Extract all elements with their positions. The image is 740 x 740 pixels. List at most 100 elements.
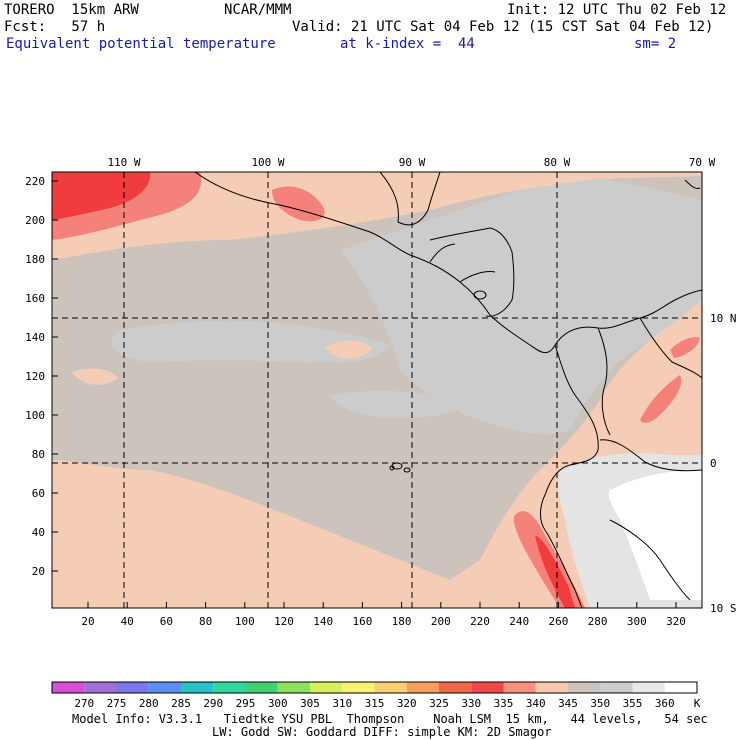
y-tick-label: 160	[25, 292, 45, 305]
x-tick-label: 300	[627, 615, 647, 628]
galapagos-island-3	[389, 465, 395, 471]
colorbar-label: 280	[139, 697, 159, 710]
longitude-label: 90 W	[399, 156, 426, 169]
brazil-peru-border	[609, 519, 691, 601]
colorbar-swatch	[439, 682, 472, 693]
longitude-label: 70 W	[689, 156, 716, 169]
y-tick-label: 100	[25, 409, 45, 422]
colorbar-swatch	[116, 682, 149, 693]
colorbar-label: 285	[171, 697, 191, 710]
latlon-grid	[52, 172, 702, 608]
colorbar-label: 315	[365, 697, 385, 710]
colorbar-swatch	[342, 682, 375, 693]
y-tick-label: 200	[25, 214, 45, 227]
x-axis-ticks: 20 40 60 80 100 120 140 160 180 200 220 240 260 280 30…	[81, 602, 686, 628]
colorbar-label: 335	[494, 697, 514, 710]
colorbar-frame	[51, 681, 698, 694]
colorbar-swatch	[471, 682, 504, 693]
x-tick-label: 180	[392, 615, 412, 628]
x-tick-label: 320	[666, 615, 686, 628]
x-tick-label: 140	[313, 615, 333, 628]
x-tick-label: 220	[470, 615, 490, 628]
colorbar-swatch	[277, 682, 310, 693]
x-tick-label: 260	[548, 615, 568, 628]
init-time: Init: 12 UTC Thu 02 Feb 12	[507, 2, 727, 18]
y-tick-label: 40	[32, 526, 45, 539]
colorbar-label: 340	[526, 697, 546, 710]
colorbar-label: 325	[429, 697, 449, 710]
colorbar-label: 305	[300, 697, 320, 710]
latitude-label: 0	[710, 457, 717, 470]
colorbar-label: 345	[558, 697, 578, 710]
x-tick-label: 20	[81, 615, 94, 628]
theta-e-335-streak-colombia	[640, 375, 682, 423]
latitude-label: 10 S	[710, 602, 737, 615]
model-info-line2: LW: Godd SW: Goddard DIFF: simple KM: 2D…	[212, 725, 552, 739]
ecuador-peru-border	[599, 439, 702, 472]
x-tick-label: 40	[121, 615, 134, 628]
colorbar-swatch	[245, 682, 278, 693]
longitude-label: 80 W	[544, 156, 571, 169]
caribbean-coast	[429, 227, 515, 317]
coastlines	[194, 172, 702, 608]
colorbar-swatch	[374, 682, 407, 693]
field-layer	[52, 172, 702, 608]
colorbar-label: 330	[461, 697, 481, 710]
colorbar-label: 270	[74, 697, 94, 710]
latitude-label: 10 N	[710, 312, 737, 325]
colombia-border	[597, 327, 611, 436]
central-america-border-2	[429, 243, 456, 263]
colorbar-swatch	[664, 682, 697, 693]
theta-e-350-patch-west	[111, 320, 390, 363]
caribbean-island	[684, 179, 701, 189]
latitude-labels: 10 N 0 10 S	[710, 312, 737, 615]
x-tick-label: 200	[431, 615, 451, 628]
y-axis-ticks: 220 200 180 160 140 120 100 80 60 40 20	[25, 175, 58, 578]
y-tick-label: 180	[25, 253, 45, 266]
longitude-label: 110 W	[107, 156, 140, 169]
colorbar-label: 360	[655, 697, 675, 710]
lake-nicaragua	[473, 290, 487, 300]
x-tick-label: 120	[274, 615, 294, 628]
colorbar-label: 300	[268, 697, 288, 710]
longitude-labels: 110 W 100 W 90 W 80 W 70 W	[107, 156, 715, 169]
theta-e-360-region	[608, 470, 702, 600]
colorbar-unit: K	[694, 697, 701, 710]
colorbar-swatch	[181, 682, 214, 693]
colorbar-swatch	[632, 682, 665, 693]
x-tick-label: 80	[199, 615, 212, 628]
theta-e-330-region-nw	[52, 172, 151, 220]
y-tick-label: 220	[25, 175, 45, 188]
model-name: TORERO 15km ARW	[4, 2, 139, 18]
center-name: NCAR/MMM	[224, 2, 292, 18]
south-america-west-coast	[540, 344, 599, 608]
colorbar-swatch	[535, 682, 568, 693]
theta-e-335-streak-venezuela	[670, 337, 700, 358]
central-america-border-1	[459, 271, 496, 283]
theta-e-350-band	[340, 178, 702, 435]
y-tick-label: 120	[25, 370, 45, 383]
colorbar-swatch	[148, 682, 181, 693]
colorbar-swatch	[52, 682, 85, 693]
x-tick-label: 60	[160, 615, 173, 628]
y-tick-label: 80	[32, 448, 45, 461]
map-frame	[51, 171, 703, 609]
model-info-line1: Model Info: V3.3.1 Tiedtke YSU PBL Thomp…	[72, 712, 708, 726]
colorbar-swatch	[568, 682, 601, 693]
field-name: Equivalent potential temperature	[6, 36, 276, 52]
colorbar-label: 320	[397, 697, 417, 710]
colorbar-swatch	[213, 682, 246, 693]
valid-time: Valid: 21 UTC Sat 04 Feb 12 (15 CST Sat …	[292, 19, 714, 35]
theta-e-340-patch	[325, 340, 372, 359]
colorbar-label: 350	[590, 697, 610, 710]
colorbar-swatch	[503, 682, 536, 693]
forecast-hour: Fcst: 57 h	[4, 19, 106, 35]
theta-e-335-patch-mexico	[272, 186, 325, 222]
colorbar-swatch	[310, 682, 343, 693]
y-tick-label: 140	[25, 331, 45, 344]
colorbar: 270 275 280 285 290 295 300 305 310 315 320 325 330 3…	[51, 681, 701, 710]
colorbar-swatch	[84, 682, 117, 693]
theta-e-330-strip-peru	[535, 535, 575, 608]
colorbar-label: 295	[236, 697, 256, 710]
